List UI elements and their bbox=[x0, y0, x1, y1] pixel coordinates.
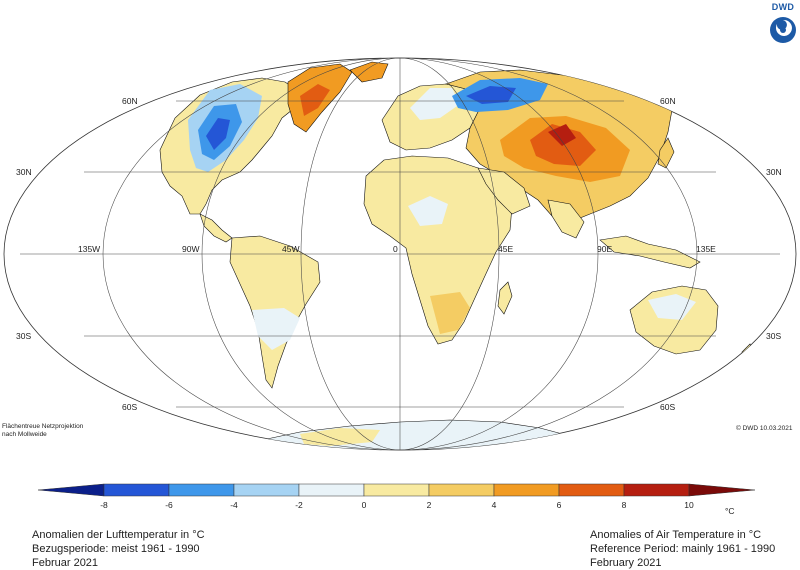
central-asia-core-warm-anomaly bbox=[548, 124, 576, 146]
graticule bbox=[20, 57, 780, 451]
caption-german-title: Anomalien der Lufttemperatur in °C bbox=[32, 529, 205, 541]
central-america-land bbox=[199, 213, 233, 243]
meridian-135 bbox=[102, 57, 698, 451]
caption-english-title: Anomalies of Air Temperature in °C bbox=[590, 529, 762, 541]
legend-tick-label: -2 bbox=[295, 500, 303, 510]
logo-text: DWD bbox=[771, 2, 795, 12]
north-america-core-cold-anomaly bbox=[206, 118, 230, 150]
projection-note-line-1: Flächentreue Netzprojektion bbox=[2, 423, 84, 430]
legend-segment bbox=[298, 483, 365, 497]
siberia-core-cold-anomaly bbox=[466, 86, 516, 104]
greenland-warm-core bbox=[300, 84, 330, 116]
south-america-cool-anomaly bbox=[252, 308, 300, 350]
legend-segment bbox=[428, 483, 495, 497]
legend-tick-label: 10 bbox=[684, 500, 694, 510]
japan-land bbox=[657, 137, 675, 169]
legend-tick-label: -6 bbox=[165, 500, 173, 510]
caption-german-date: Februar 2021 bbox=[32, 557, 99, 569]
legend-unit: °C bbox=[725, 506, 735, 516]
arabia-land bbox=[477, 167, 531, 215]
legend-segment bbox=[233, 483, 300, 497]
lat-label-60n-right: 60N bbox=[660, 96, 676, 106]
legend-tick-label: -4 bbox=[230, 500, 238, 510]
legend-tick-label: 6 bbox=[557, 500, 562, 510]
legend-ticks: -8 -6 -4 -2 0 2 4 6 8 10 bbox=[100, 500, 694, 510]
australia-cool-anomaly bbox=[648, 294, 696, 320]
legend-segment bbox=[37, 483, 105, 497]
lat-label-30s-right: 30S bbox=[766, 331, 781, 341]
caption-german: Anomalien der Lufttemperatur in °C Bezug… bbox=[32, 528, 205, 570]
arctic-islands bbox=[349, 61, 389, 83]
legend-segment bbox=[103, 483, 170, 497]
legend-tick-label: 0 bbox=[362, 500, 367, 510]
legend-tick-label: 4 bbox=[492, 500, 497, 510]
southern-africa-warm-anomaly bbox=[430, 292, 470, 334]
lat-label-60s-left: 60S bbox=[122, 402, 137, 412]
lat-label-60n-left: 60N bbox=[122, 96, 138, 106]
legend-bar bbox=[37, 483, 756, 497]
legend-segment bbox=[558, 483, 625, 497]
antarctica-warm-anomaly bbox=[300, 428, 380, 446]
africa-land bbox=[363, 155, 513, 345]
lon-label-90e: 90E bbox=[597, 244, 612, 254]
caption-english-date: February 2021 bbox=[590, 557, 662, 569]
copyright: © DWD 10.03.2021 bbox=[736, 425, 793, 432]
caption-english-period: Reference Period: mainly 1961 - 1990 bbox=[590, 543, 776, 555]
legend-segment bbox=[688, 483, 756, 497]
color-legend: -8 -6 -4 -2 0 2 4 6 8 10 °C bbox=[37, 483, 756, 516]
lat-label-30s-left: 30S bbox=[16, 331, 31, 341]
india-land bbox=[547, 199, 585, 239]
caption-german-period: Bezugsperiode: meist 1961 - 1990 bbox=[32, 543, 200, 555]
legend-tick-label: 8 bbox=[622, 500, 627, 510]
caption-english: Anomalies of Air Temperature in °C Refer… bbox=[590, 528, 775, 570]
legend-segment bbox=[168, 483, 235, 497]
legend-tick-label: -8 bbox=[100, 500, 108, 510]
lat-label-30n-left: 30N bbox=[16, 167, 32, 177]
projection-note-line-2: nach Mollweide bbox=[2, 431, 47, 438]
legend-segment bbox=[623, 483, 690, 497]
lon-label-45e: 45E bbox=[498, 244, 513, 254]
lon-label-90w: 90W bbox=[182, 244, 199, 254]
legend-tick-label: 2 bbox=[427, 500, 432, 510]
legend-segment bbox=[493, 483, 560, 497]
sahara-cool-anomaly bbox=[408, 196, 448, 226]
land-anomaly-fields bbox=[159, 61, 755, 450]
lon-label-135e: 135E bbox=[696, 244, 716, 254]
dwd-logo-icon bbox=[770, 17, 796, 43]
lon-label-0: 0 bbox=[393, 244, 398, 254]
projection-note: Flächentreue Netzprojektion nach Mollwei… bbox=[2, 423, 83, 439]
lat-label-30n-right: 30N bbox=[766, 167, 782, 177]
anomaly-map: 60N 60N 30N 30N 30S 30S 60S 60S 135W 90W… bbox=[3, 57, 797, 451]
lon-label-135w: 135W bbox=[78, 244, 100, 254]
lat-label-60s-right: 60S bbox=[660, 402, 675, 412]
madagascar-land bbox=[497, 281, 513, 315]
lon-label-45w: 45W bbox=[282, 244, 299, 254]
legend-segment bbox=[363, 483, 430, 497]
scandinavia-cool-anomaly bbox=[410, 88, 460, 120]
